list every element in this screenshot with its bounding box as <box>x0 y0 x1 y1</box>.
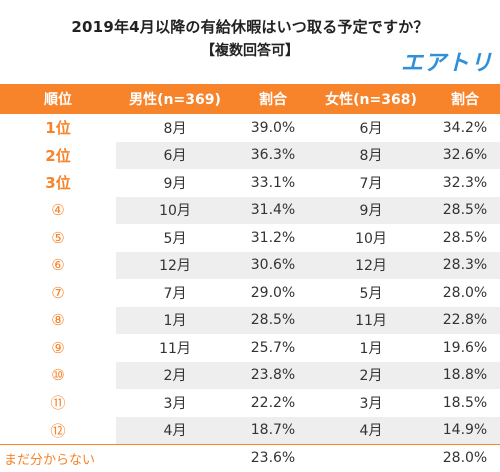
header-female-ratio: 割合 <box>451 92 479 108</box>
male-month-cell: 1月 <box>116 306 234 334</box>
male-ratio-cell: 23.6% <box>234 443 312 472</box>
female-month-cell <box>312 443 430 472</box>
rank-cell: 3位 <box>45 174 71 193</box>
male-month-cell <box>116 443 234 472</box>
female-ratio-cell: 28.3% <box>430 251 500 279</box>
female-ratio-cell: 14.9% <box>430 416 500 444</box>
female-month-cell: 11月 <box>312 306 430 334</box>
table-row: ⑫ 4月 18.7% 4月 14.9% <box>0 416 500 444</box>
header-female: 女性(n=368) <box>325 92 417 108</box>
rank-cell: ⑥ <box>51 256 65 275</box>
rank-cell: ⑨ <box>51 338 65 357</box>
table-row: 3位 9月 33.1% 7月 32.3% <box>0 169 500 197</box>
female-month-cell: 5月 <box>359 285 383 302</box>
female-ratio-cell: 32.3% <box>442 174 488 191</box>
rank-cell: まだ分からない <box>0 443 116 472</box>
male-ratio-cell: 30.6% <box>234 251 312 279</box>
male-ratio-cell: 31.2% <box>250 229 296 246</box>
male-ratio-cell: 39.0% <box>250 119 296 136</box>
rank-cell: ⑦ <box>51 283 65 302</box>
male-month-cell: 8月 <box>163 120 187 137</box>
male-month-cell: 9月 <box>163 175 187 192</box>
survey-figure: 2019年4月以降の有給休暇はいつ取る予定ですか？ 【複数回答可】 エアトリ 順… <box>0 18 500 472</box>
female-ratio-cell: 28.0% <box>442 284 488 301</box>
male-ratio-cell: 29.0% <box>250 284 296 301</box>
rank-cell: ⑩ <box>51 366 65 385</box>
rank-cell: ⑤ <box>51 228 65 247</box>
female-ratio-cell: 22.8% <box>430 306 500 334</box>
table-row: ⑥ 12月 30.6% 12月 28.3% <box>0 251 500 279</box>
male-ratio-cell: 22.2% <box>250 394 296 411</box>
female-month-cell: 6月 <box>359 120 383 137</box>
page-title: 2019年4月以降の有給休暇はいつ取る予定ですか？ <box>71 18 429 36</box>
results-table: 順位 男性(n=369) 割合 女性(n=368) 割合 1位 8月 39.0% 6月… <box>0 84 500 472</box>
table-row: ⑨ 11月 25.7% 1月 19.6% <box>0 334 500 362</box>
rank-cell: ⑪ <box>50 394 66 413</box>
female-month-cell: 3月 <box>359 395 383 412</box>
male-month-cell: 10月 <box>116 196 234 224</box>
female-ratio-cell: 28.0% <box>430 443 500 472</box>
male-month-cell: 2月 <box>116 361 234 389</box>
male-ratio-cell: 28.5% <box>234 306 312 334</box>
female-month-cell: 7月 <box>359 175 383 192</box>
male-ratio-cell: 31.4% <box>234 196 312 224</box>
female-month-cell: 4月 <box>312 416 430 444</box>
table-row: ⑩ 2月 23.8% 2月 18.8% <box>0 361 500 389</box>
header-male-ratio: 割合 <box>259 92 287 108</box>
female-month-cell: 2月 <box>312 361 430 389</box>
header-rank: 順位 <box>44 92 72 108</box>
table-row: まだ分からない 23.6% 28.0% <box>0 443 500 472</box>
female-month-cell: 8月 <box>312 141 430 169</box>
table-row: ⑪ 3月 22.2% 3月 18.5% <box>0 389 500 417</box>
header-male: 男性(n=369) <box>129 92 221 108</box>
female-ratio-cell: 18.8% <box>430 361 500 389</box>
male-ratio-cell: 18.7% <box>234 416 312 444</box>
male-month-cell: 3月 <box>163 395 187 412</box>
female-month-cell: 9月 <box>312 196 430 224</box>
airtrip-logo: エアトリ <box>401 51 494 76</box>
male-month-cell: 6月 <box>116 141 234 169</box>
male-month-cell: 12月 <box>116 251 234 279</box>
male-ratio-cell: 23.8% <box>234 361 312 389</box>
page-subtitle: 【複数回答可】 <box>201 43 299 59</box>
table-body: 1位 8月 39.0% 6月 34.2% 2位 6月 36.3% 8月 32.6% 3位 9月 33.1… <box>0 114 500 472</box>
table-row: ⑧ 1月 28.5% 11月 22.8% <box>0 306 500 334</box>
male-month-cell: 11月 <box>159 340 191 357</box>
table-row: ⑦ 7月 29.0% 5月 28.0% <box>0 279 500 307</box>
male-ratio-cell: 36.3% <box>234 141 312 169</box>
table-row: 2位 6月 36.3% 8月 32.6% <box>0 141 500 169</box>
female-ratio-cell: 19.6% <box>442 339 488 356</box>
female-ratio-cell: 32.6% <box>430 141 500 169</box>
female-ratio-cell: 28.5% <box>442 229 488 246</box>
rank-cell: 2位 <box>45 146 71 165</box>
table-header-row: 順位 男性(n=369) 割合 女性(n=368) 割合 <box>0 84 500 114</box>
rank-cell: ⑫ <box>50 421 66 440</box>
male-ratio-cell: 33.1% <box>250 174 296 191</box>
rank-cell: ⑧ <box>51 311 65 330</box>
female-month-cell: 1月 <box>359 340 383 357</box>
table-row: ⑤ 5月 31.2% 10月 28.5% <box>0 224 500 252</box>
female-ratio-cell: 34.2% <box>442 119 488 136</box>
rank-cell: ④ <box>51 201 65 220</box>
female-ratio-cell: 18.5% <box>442 394 488 411</box>
male-month-cell: 5月 <box>163 230 187 247</box>
female-month-cell: 12月 <box>312 251 430 279</box>
male-month-cell: 4月 <box>116 416 234 444</box>
male-month-cell: 7月 <box>163 285 187 302</box>
table-row: 1位 8月 39.0% 6月 34.2% <box>0 114 500 142</box>
table-row: ④ 10月 31.4% 9月 28.5% <box>0 196 500 224</box>
rank-cell: 1位 <box>45 119 71 138</box>
male-ratio-cell: 25.7% <box>250 339 296 356</box>
female-month-cell: 10月 <box>355 230 387 247</box>
female-ratio-cell: 28.5% <box>430 196 500 224</box>
